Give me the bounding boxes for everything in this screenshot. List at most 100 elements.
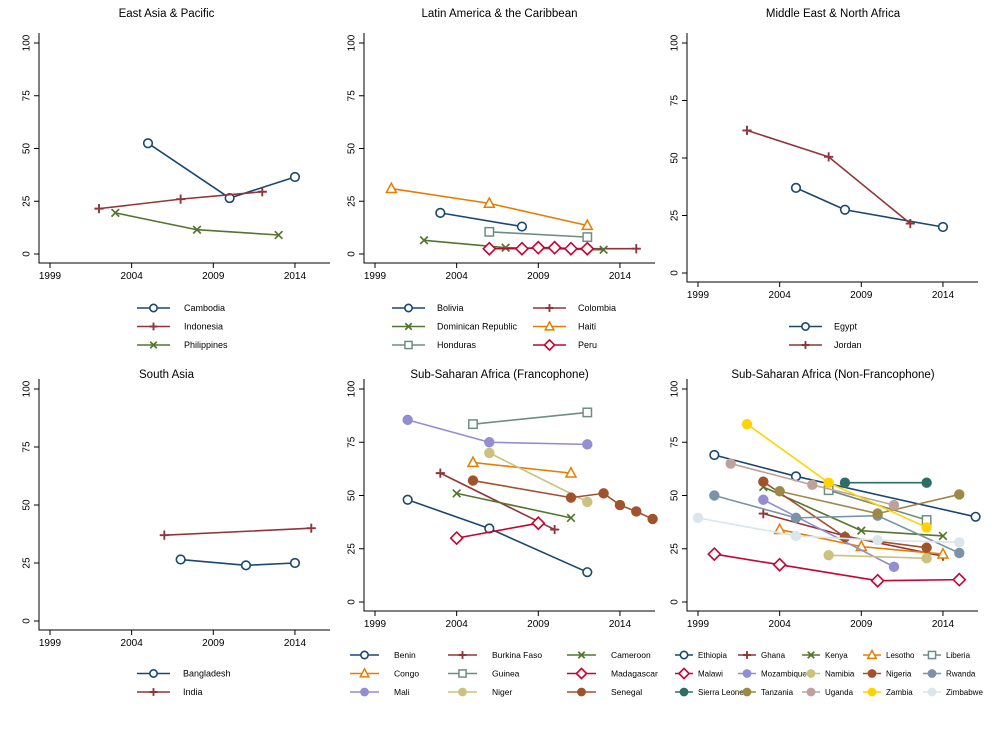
legend-item-egypt: Egypt — [789, 322, 858, 332]
series-philippines — [110, 208, 284, 240]
legend-label: Cameroon — [611, 650, 651, 660]
marker-cameroon — [452, 488, 462, 498]
series-peru — [482, 240, 595, 256]
marker-senegal — [614, 499, 626, 511]
marker-jordan — [905, 218, 915, 229]
marker-zambia — [823, 477, 834, 488]
marker-guinea — [468, 419, 478, 430]
legend-marker-ethiopia — [679, 650, 689, 660]
marker-peru — [580, 241, 595, 256]
legend-item-indonesia: Indonesia — [137, 322, 223, 332]
legend-item-senegal: Senegal — [567, 687, 642, 697]
marker-peru — [563, 241, 579, 256]
axis-lines — [686, 33, 978, 283]
series-line-cambodia — [147, 142, 296, 199]
legend-item-mali: Mali — [350, 687, 410, 697]
y-tick-label: 0 — [347, 599, 358, 605]
legend-label: Lesotho — [886, 651, 915, 660]
x-tick-label: 2014 — [932, 619, 955, 630]
legend-label: Indonesia — [184, 322, 223, 332]
marker-cambodia — [289, 171, 301, 183]
legend-label: Liberia — [946, 651, 971, 660]
marker-jordan — [824, 152, 834, 162]
series-line-congo — [472, 461, 572, 474]
legend-label: Congo — [394, 669, 419, 679]
marker-egypt — [839, 204, 851, 215]
y-tick-label: 75 — [670, 95, 681, 107]
series-line-bolivia — [439, 212, 523, 228]
legend-item-niger: Niger — [448, 687, 512, 697]
legend-label: Colombia — [578, 303, 616, 313]
legend-item-sierra-leone: Sierra Leone — [675, 687, 744, 697]
series-cameroon — [452, 488, 576, 523]
y-tick-label: 75 — [22, 441, 33, 453]
marker-ethiopia — [970, 511, 981, 522]
marker-haiti — [581, 218, 594, 231]
legend-marker-niger — [458, 687, 467, 697]
series-malawi — [707, 546, 967, 588]
legend-label: Sierra Leone — [698, 688, 744, 697]
legend-marker-dominican-republic — [404, 322, 413, 331]
legend-item-bangladesh: Bangladesh — [137, 669, 231, 679]
legend-marker-zimbabwe — [927, 687, 937, 697]
marker-mozambique — [888, 561, 900, 573]
marker-namibia — [823, 549, 834, 561]
legend-item-cambodia: Cambodia — [137, 303, 225, 313]
series-line-malawi — [713, 553, 961, 582]
x-tick-label: 2009 — [527, 271, 550, 282]
legend-marker-congo — [358, 667, 371, 678]
legend-marker-colombia — [545, 304, 554, 312]
y-tick-label: 75 — [670, 436, 681, 448]
y-tick-label: 50 — [670, 490, 681, 502]
series-ethiopia — [709, 449, 981, 522]
x-tick-label: 2014 — [284, 271, 307, 282]
legend-label: Cambodia — [184, 303, 225, 313]
series-benin — [402, 494, 593, 578]
marker-haiti — [483, 196, 496, 209]
series-line-philippines — [114, 212, 280, 236]
legend-marker-sierra-leone — [679, 687, 689, 697]
marker-mali — [582, 439, 593, 450]
marker-namibia — [921, 553, 932, 564]
marker-zimbabwe — [872, 535, 883, 546]
legend-label: Egypt — [834, 322, 858, 332]
legend-label: Namibia — [825, 670, 855, 679]
legend-item-congo: Congo — [350, 667, 419, 679]
x-tick-label: 2004 — [769, 619, 792, 630]
legend-south-asia: Bangladesh India — [137, 669, 231, 697]
x-tick-label: 1999 — [39, 271, 62, 282]
marker-cambodia — [142, 138, 154, 149]
series-senegal — [467, 475, 658, 525]
y-tick-label: 100 — [22, 380, 33, 397]
marker-tanzania — [774, 486, 785, 497]
marker-burkina-faso — [550, 524, 560, 535]
panel-title: Middle East & North Africa — [766, 8, 901, 20]
legend-marker-cambodia — [149, 303, 158, 313]
series-sierra-leone — [839, 477, 932, 488]
series-nigeria — [758, 476, 932, 553]
marker-egypt — [937, 221, 949, 233]
legend-label: Malawi — [698, 670, 723, 679]
series-bangladesh — [175, 554, 301, 571]
x-tick-label: 2004 — [769, 290, 792, 301]
series-bolivia — [435, 207, 528, 232]
y-tick-label: 100 — [670, 380, 681, 397]
panel-title: South Asia — [139, 369, 195, 381]
marker-rwanda — [709, 490, 720, 501]
legend-item-malawi: Malawi — [675, 667, 723, 680]
panel-title: Sub-Saharan Africa (Francophone) — [410, 369, 589, 381]
marker-cameroon — [566, 513, 576, 523]
legend-item-nigeria: Nigeria — [863, 669, 912, 679]
legend-item-honduras: Honduras — [392, 340, 477, 350]
y-tick-label: 0 — [670, 599, 681, 605]
marker-congo — [564, 466, 578, 478]
legend-marker-namibia — [806, 669, 816, 678]
marker-congo — [466, 455, 480, 468]
series-guinea — [468, 407, 593, 430]
legend-item-lesotho: Lesotho — [863, 648, 915, 660]
marker-mali — [402, 414, 413, 426]
marker-ghana — [758, 509, 768, 519]
panel-sub-saharan-africa-non-francophone: Sub-Saharan Africa (Non-Francophone) 0 25 5… — [670, 369, 984, 697]
marker-colombia — [631, 244, 641, 254]
